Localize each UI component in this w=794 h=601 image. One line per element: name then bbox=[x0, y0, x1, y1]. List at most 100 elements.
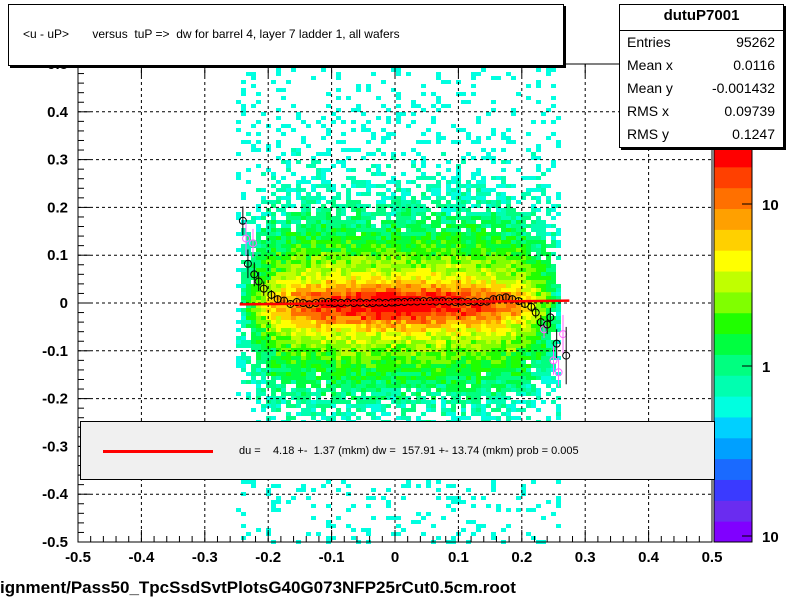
heat-cell bbox=[546, 316, 551, 320]
heat-cell bbox=[511, 196, 516, 200]
heat-cell bbox=[306, 388, 311, 392]
heat-cell bbox=[321, 320, 326, 324]
heat-cell bbox=[511, 288, 516, 292]
heat-cell bbox=[391, 284, 396, 288]
heat-cell bbox=[556, 496, 561, 500]
heat-cell bbox=[411, 196, 416, 200]
heat-cell bbox=[461, 392, 466, 396]
heat-cell bbox=[446, 232, 451, 236]
heat-cell bbox=[341, 328, 346, 332]
heat-cell bbox=[341, 340, 346, 344]
heat-cell bbox=[281, 292, 286, 296]
heat-cell bbox=[276, 288, 281, 292]
heat-cell bbox=[481, 180, 486, 184]
heat-cell bbox=[346, 416, 351, 420]
heat-cell bbox=[431, 524, 436, 528]
heat-cell bbox=[461, 408, 466, 412]
heat-cell bbox=[461, 232, 466, 236]
heat-cell bbox=[446, 320, 451, 324]
heat-cell bbox=[266, 288, 271, 292]
heat-cell bbox=[471, 268, 476, 272]
heat-cell bbox=[326, 400, 331, 404]
heat-cell bbox=[241, 268, 246, 272]
heat-cell bbox=[371, 136, 376, 140]
heat-cell bbox=[396, 352, 401, 356]
heat-cell bbox=[531, 208, 536, 212]
heat-cell bbox=[521, 364, 526, 368]
heat-cell bbox=[416, 364, 421, 368]
heat-cell bbox=[421, 308, 426, 312]
heat-cell bbox=[316, 392, 321, 396]
heat-cell bbox=[416, 288, 421, 292]
heat-cell bbox=[251, 252, 256, 256]
heat-cell bbox=[386, 384, 391, 388]
heat-cell bbox=[371, 256, 376, 260]
heat-cell bbox=[321, 288, 326, 292]
heat-cell bbox=[511, 408, 516, 412]
heat-cell bbox=[391, 288, 396, 292]
heat-cell bbox=[411, 272, 416, 276]
heat-cell bbox=[366, 212, 371, 216]
heat-cell bbox=[356, 244, 361, 248]
heat-cell bbox=[296, 384, 301, 388]
heat-cell bbox=[546, 368, 551, 372]
heat-cell bbox=[466, 180, 471, 184]
heat-cell bbox=[311, 260, 316, 264]
heat-cell bbox=[301, 180, 306, 184]
stats-row-entries: Entries 95262 bbox=[627, 34, 775, 54]
heat-cell bbox=[341, 132, 346, 136]
heat-cell bbox=[376, 244, 381, 248]
heat-cell bbox=[361, 376, 366, 380]
heat-cell bbox=[376, 208, 381, 212]
heat-cell bbox=[496, 244, 501, 248]
heat-cell bbox=[416, 316, 421, 320]
heat-cell bbox=[246, 244, 251, 248]
heat-cell bbox=[351, 236, 356, 240]
heat-cell bbox=[346, 368, 351, 372]
heat-cell bbox=[476, 312, 481, 316]
heat-cell bbox=[471, 236, 476, 240]
heat-cell bbox=[396, 280, 401, 284]
heat-cell bbox=[421, 380, 426, 384]
heat-cell bbox=[326, 308, 331, 312]
heat-cell bbox=[376, 288, 381, 292]
heat-cell bbox=[371, 368, 376, 372]
heat-cell bbox=[361, 260, 366, 264]
heat-cell bbox=[531, 156, 536, 160]
heat-cell bbox=[456, 348, 461, 352]
heat-cell bbox=[421, 228, 426, 232]
palette-label: 1 bbox=[762, 359, 770, 376]
heat-cell bbox=[421, 212, 426, 216]
heat-cell bbox=[476, 268, 481, 272]
heat-cell bbox=[371, 404, 376, 408]
heat-cell bbox=[256, 256, 261, 260]
heat-cell bbox=[361, 396, 366, 400]
heat-cell bbox=[416, 184, 421, 188]
heat-cell bbox=[381, 140, 386, 144]
heat-cell bbox=[281, 372, 286, 376]
heat-cell bbox=[351, 384, 356, 388]
heat-cell bbox=[536, 340, 541, 344]
heat-cell bbox=[481, 220, 486, 224]
heat-cell bbox=[291, 352, 296, 356]
heat-cell bbox=[451, 496, 456, 500]
heat-cell bbox=[341, 148, 346, 152]
heat-cell bbox=[351, 224, 356, 228]
heat-cell bbox=[481, 184, 486, 188]
heat-cell bbox=[491, 176, 496, 180]
heat-cell bbox=[476, 320, 481, 324]
heat-cell bbox=[376, 332, 381, 336]
heat-cell bbox=[311, 64, 316, 68]
heat-cell bbox=[431, 232, 436, 236]
heat-cell bbox=[386, 292, 391, 296]
heat-cell bbox=[416, 348, 421, 352]
heat-cell bbox=[351, 176, 356, 180]
heat-cell bbox=[466, 188, 471, 192]
heat-cell bbox=[401, 236, 406, 240]
heat-cell bbox=[276, 144, 281, 148]
heat-cell bbox=[351, 328, 356, 332]
heat-cell bbox=[336, 236, 341, 240]
heat-cell bbox=[486, 340, 491, 344]
heat-cell bbox=[526, 348, 531, 352]
heat-cell bbox=[401, 308, 406, 312]
